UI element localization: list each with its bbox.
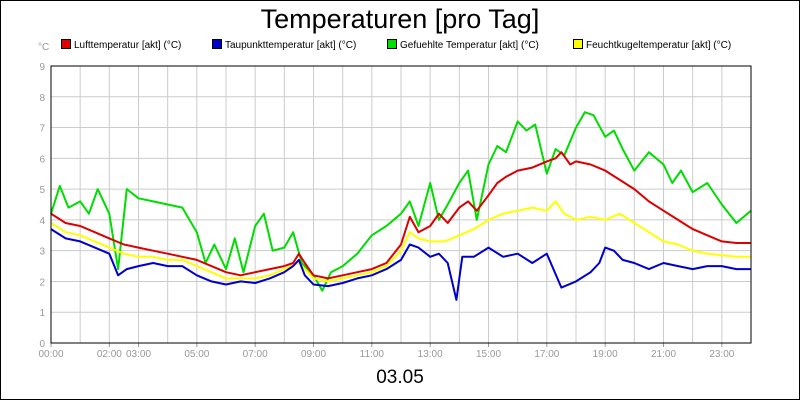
legend-swatch-blue	[212, 39, 222, 49]
x-tick-label: 13:00	[418, 349, 443, 360]
y-tick-label: 7	[39, 124, 45, 135]
y-tick-label: 3	[39, 247, 45, 258]
legend-label: Feuchtkugeltemperatur [akt] (°C)	[586, 40, 732, 51]
series-line-2	[50, 111, 752, 292]
y-tick-label: 1	[39, 308, 45, 319]
y-tick-label: 5	[39, 185, 45, 196]
x-tick-label: 23:00	[709, 349, 734, 360]
legend-label: Lufttemperatur [akt] (°C)	[74, 40, 182, 51]
y-unit-label: °C	[38, 42, 50, 53]
y-tick-label: 8	[39, 93, 45, 104]
x-tick-label: 19:00	[593, 349, 618, 360]
series-line-1	[50, 228, 751, 301]
chart-title: Temperaturen [pro Tag]	[260, 4, 540, 34]
series-line-3	[50, 200, 751, 283]
x-tick-label: 17:00	[534, 349, 559, 360]
y-tick-label: 4	[39, 216, 45, 227]
x-tick-label: 03:00	[126, 349, 151, 360]
x-tick-label: 11:00	[360, 349, 385, 360]
legend-swatch-yellow	[573, 39, 583, 49]
series-line-0	[50, 151, 751, 280]
legend-item-lufttemperatur: Lufttemperatur [akt] (°C)	[61, 39, 181, 53]
y-tick-label: 0	[39, 339, 45, 350]
date-label: 03.05	[376, 367, 424, 388]
x-tick-label: 02:00	[97, 349, 122, 360]
legend-label: Taupunkttemperatur [akt] (°C)	[225, 40, 357, 51]
x-tick-label: 07:00	[243, 349, 268, 360]
legend-item-feuchtkugeltemperatur: Feuchtkugeltemperatur [akt] (°C)	[573, 39, 731, 53]
x-tick-label: 15:00	[476, 349, 501, 360]
y-tick-label: 2	[39, 277, 45, 288]
x-tick-label: 09:00	[301, 349, 326, 360]
legend-swatch-green	[387, 39, 397, 49]
y-tick-label: 9	[39, 62, 45, 73]
x-tick-label: 00:00	[38, 349, 63, 360]
x-tick-label: 05:00	[184, 349, 209, 360]
legend-item-gefuehlte-temperatur: Gefuehlte Temperatur [akt] (°C)	[387, 39, 539, 53]
y-tick-label: 6	[39, 154, 45, 165]
x-tick-label: 21:00	[651, 349, 676, 360]
legend-item-taupunkttemperatur: Taupunkttemperatur [akt] (°C)	[212, 39, 356, 53]
plot-border	[50, 65, 752, 344]
legend-label: Gefuehlte Temperatur [akt] (°C)	[400, 40, 539, 51]
legend-swatch-red	[61, 39, 71, 49]
